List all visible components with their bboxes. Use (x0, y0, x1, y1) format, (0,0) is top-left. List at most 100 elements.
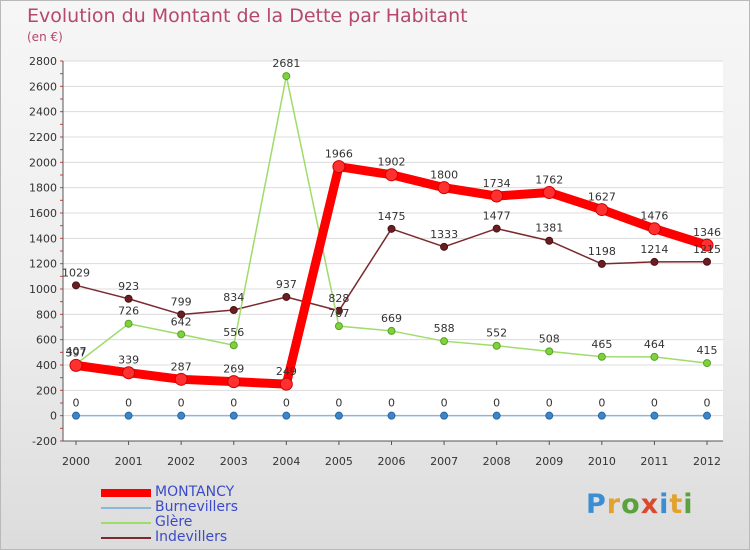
data-point-indevillers (72, 281, 80, 290)
data-point-burnevillers (703, 411, 711, 420)
y-tick-label: 800 (36, 308, 57, 321)
data-point-montancy (647, 222, 661, 236)
x-tick-label: 2001 (115, 455, 143, 468)
y-tick-label: 400 (36, 359, 57, 372)
y-tick-label: 1800 (29, 182, 57, 195)
chart-subtitle: (en €) (27, 30, 63, 44)
data-point-glre (440, 337, 449, 346)
y-tick-label: 1400 (29, 232, 57, 245)
legend-item: MONTANCY (101, 485, 238, 500)
data-point-montancy (174, 372, 188, 386)
data-point-burnevillers (334, 411, 343, 420)
chart-title: Evolution du Montant de la Dette par Hab… (27, 5, 468, 27)
data-point-indevillers (387, 224, 396, 233)
x-tick-label: 2011 (640, 455, 668, 468)
data-label-montancy: 1762 (535, 173, 563, 186)
data-point-burnevillers (440, 411, 449, 420)
x-tick-label: 2012 (693, 455, 721, 468)
logo-letter: P (586, 489, 607, 520)
data-label-glre: 552 (486, 327, 507, 340)
data-label-burnevillers: 0 (335, 397, 342, 410)
data-point-glre (545, 347, 554, 356)
data-label-montancy: 397 (66, 346, 87, 359)
logo-letter: i (683, 489, 694, 520)
data-label-burnevillers: 0 (441, 397, 448, 410)
data-label-glre: 707 (328, 307, 349, 320)
data-label-indevillers: 799 (171, 295, 192, 308)
logo-letter: x (640, 489, 660, 520)
data-label-indevillers: 1477 (483, 210, 511, 223)
data-label-glre: 726 (118, 305, 139, 318)
data-label-burnevillers: 0 (73, 397, 80, 410)
data-label-indevillers: 828 (328, 292, 349, 305)
data-label-indevillers: 1029 (62, 266, 90, 279)
data-point-indevillers (492, 224, 501, 233)
x-tick-label: 2004 (272, 455, 300, 468)
data-label-montancy: 1346 (693, 226, 721, 239)
data-point-montancy (595, 203, 609, 217)
data-point-montancy (490, 189, 504, 203)
data-point-glre (177, 330, 186, 339)
data-point-burnevillers (124, 411, 133, 420)
data-point-indevillers (124, 294, 133, 303)
y-tick-label: 1200 (29, 258, 57, 271)
x-tick-label: 2003 (220, 455, 248, 468)
data-point-indevillers (650, 257, 659, 266)
data-point-indevillers (545, 236, 554, 245)
data-label-burnevillers: 0 (546, 397, 553, 410)
data-label-montancy: 1476 (640, 210, 668, 223)
legend-label: MONTANCY (155, 484, 235, 500)
data-point-indevillers (282, 292, 291, 301)
legend-swatch (101, 521, 151, 524)
y-tick-label: -200 (32, 435, 57, 448)
y-tick-label: 2400 (29, 106, 57, 119)
data-label-burnevillers: 0 (598, 397, 605, 410)
chart-legend: MONTANCY Burnevillers Glère Indevillers (101, 485, 238, 545)
data-label-glre: 465 (591, 338, 612, 351)
data-label-glre: 508 (539, 332, 560, 345)
x-tick-label: 2008 (483, 455, 511, 468)
data-point-glre (334, 322, 343, 331)
x-tick-label: 2009 (535, 455, 563, 468)
data-point-montancy (700, 238, 714, 252)
x-tick-label: 2000 (62, 455, 90, 468)
y-tick-label: 1000 (29, 283, 57, 296)
data-point-montancy (227, 375, 241, 389)
data-point-burnevillers (229, 411, 238, 420)
legend-label: Burnevillers (155, 499, 239, 515)
data-point-montancy (437, 181, 451, 195)
data-point-indevillers (177, 310, 186, 319)
y-tick-label: 1600 (29, 207, 57, 220)
data-label-montancy: 1627 (588, 191, 616, 204)
data-label-burnevillers: 0 (493, 397, 500, 410)
y-tick-label: 0 (50, 410, 57, 423)
data-point-montancy (122, 366, 136, 380)
y-tick-label: 2600 (29, 80, 57, 93)
legend-item: Burnevillers (101, 500, 238, 515)
legend-swatch (101, 536, 151, 539)
data-point-montancy (542, 185, 556, 199)
data-label-glre: 642 (171, 315, 192, 328)
data-point-montancy (385, 168, 398, 182)
data-label-montancy: 1966 (325, 148, 353, 161)
data-label-burnevillers: 0 (651, 397, 658, 410)
data-label-montancy: 339 (118, 354, 139, 367)
data-point-burnevillers (72, 411, 80, 420)
data-point-burnevillers (650, 411, 659, 420)
data-point-glre (650, 352, 659, 361)
proxiti-logo: Proxiti (586, 489, 694, 520)
x-tick-label: 2010 (588, 455, 616, 468)
logo-letter: i (659, 489, 670, 520)
data-point-glre (229, 341, 238, 350)
legend-swatch (101, 506, 151, 509)
logo-letter: t (669, 489, 684, 520)
legend-swatch (101, 488, 151, 497)
y-tick-label: 2800 (29, 55, 57, 68)
y-tick-label: 2200 (29, 131, 57, 144)
data-label-burnevillers: 0 (283, 397, 290, 410)
data-point-glre (387, 326, 396, 335)
data-label-glre: 2681 (272, 57, 300, 70)
data-label-indevillers: 1333 (430, 228, 458, 241)
data-label-glre: 556 (223, 326, 244, 339)
plot-area (63, 61, 723, 441)
